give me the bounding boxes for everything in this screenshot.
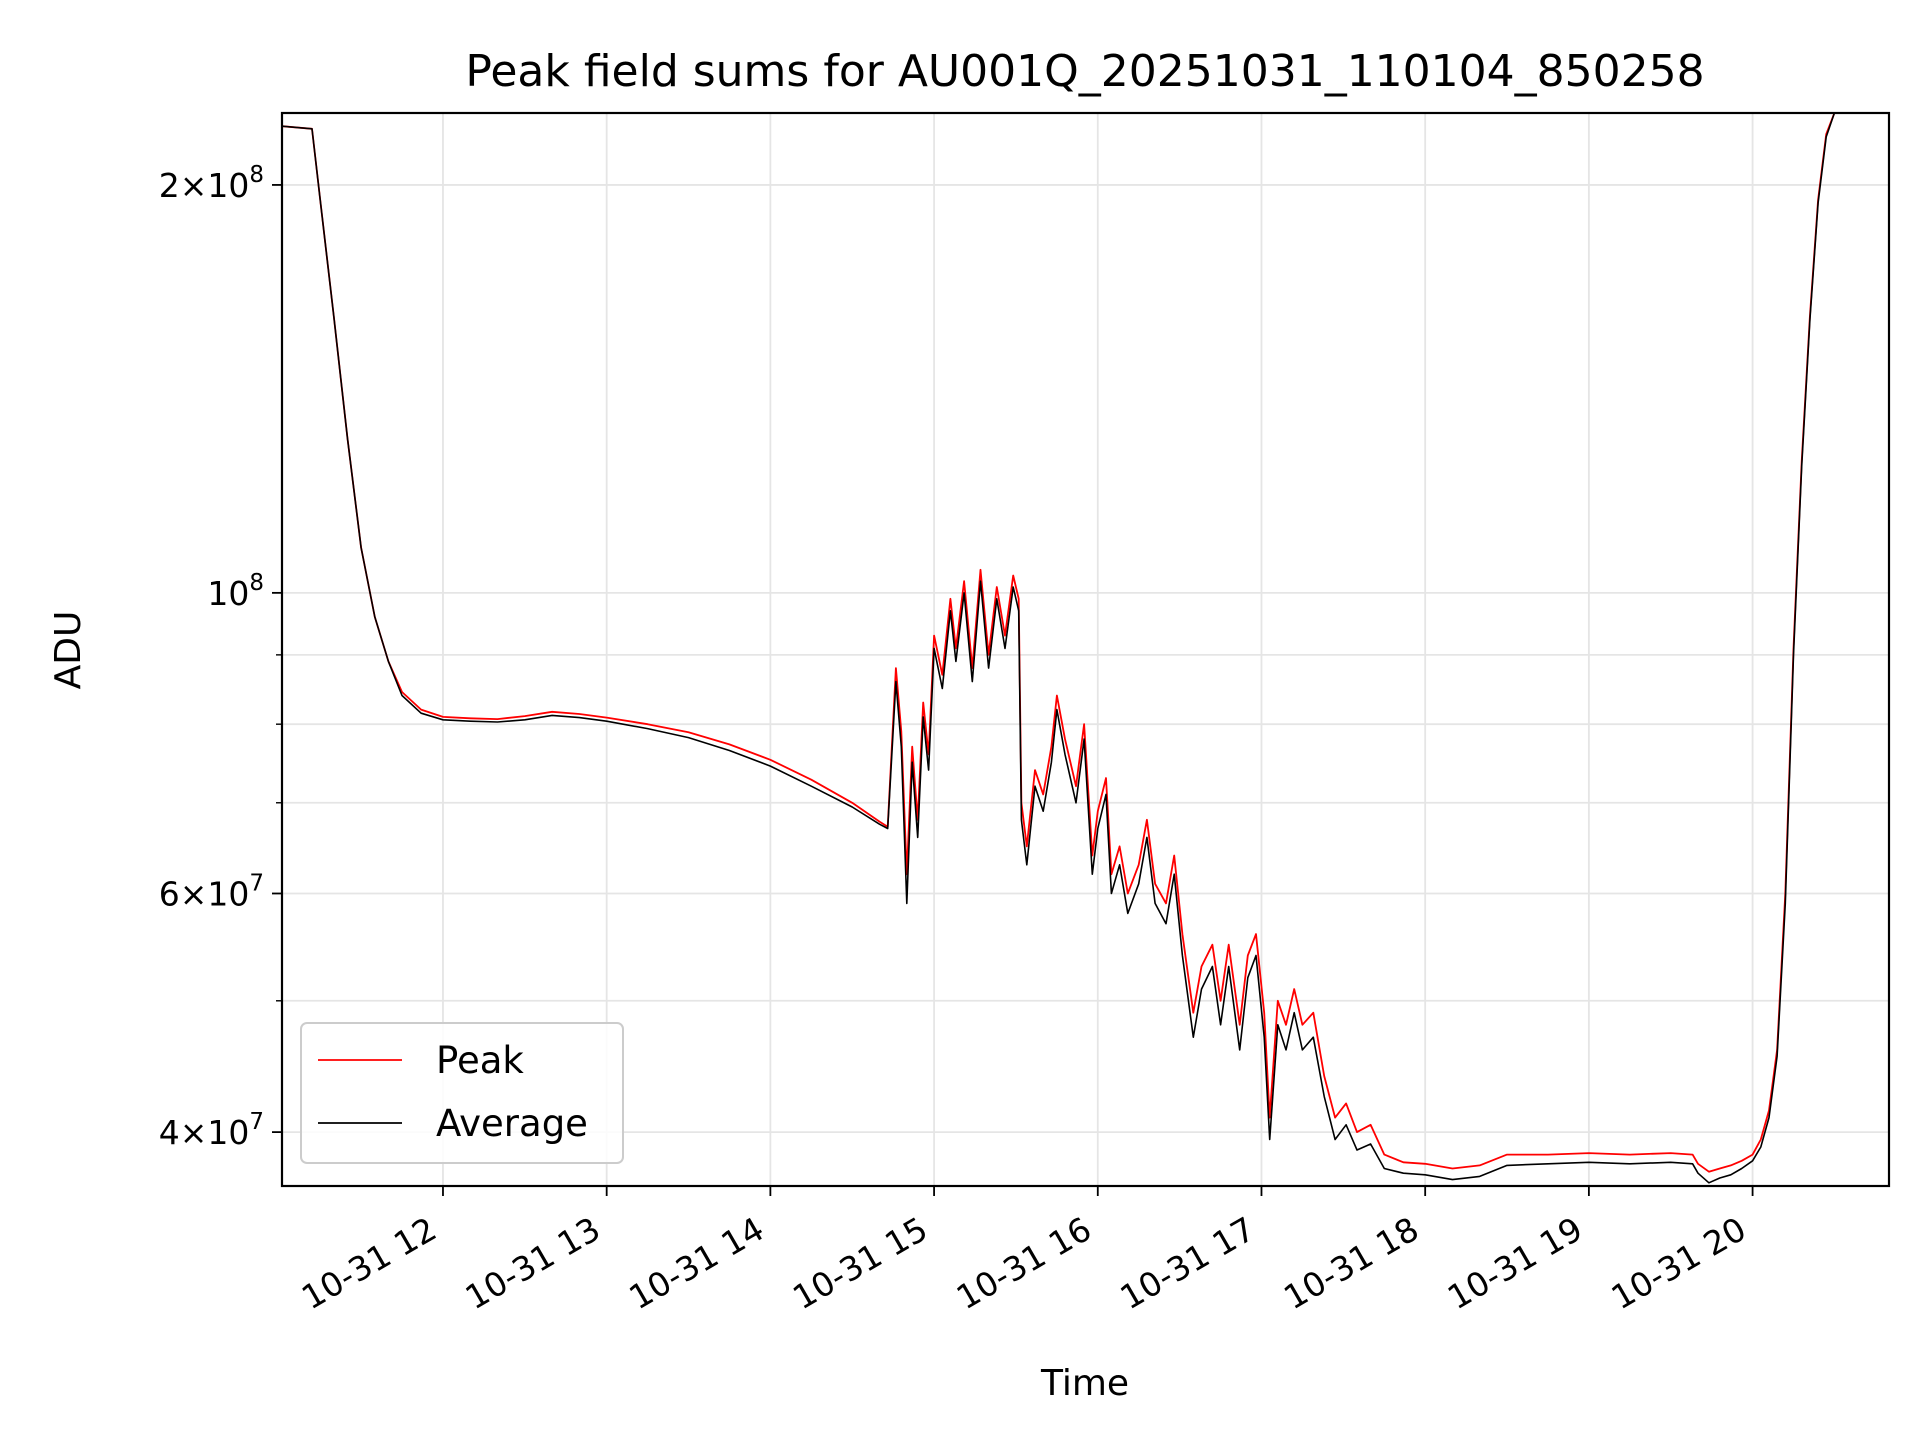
y-tick-label: 108: [207, 570, 264, 613]
x-axis-label: Time: [1040, 1363, 1129, 1404]
legend-label: Peak: [436, 1039, 524, 1082]
y-tick-label: 4×107: [159, 1109, 264, 1152]
y-axis: 4×107 6×107 108 2×108: [159, 162, 282, 1152]
series-layer: [282, 113, 1836, 1184]
y-axis-label: ADU: [48, 611, 89, 690]
legend: Peak Average: [300, 1022, 624, 1164]
legend-label: Average: [436, 1102, 588, 1145]
series-line-average: [282, 113, 1836, 1184]
chart-title: Peak field sums for AU001Q_20251031_1101…: [465, 46, 1704, 97]
y-tick-label: 6×107: [159, 870, 264, 913]
plot-frame: [280, 111, 1891, 1188]
legend-box: [300, 1022, 624, 1164]
y-tick-label: 2×108: [159, 162, 264, 205]
series-line-peak: [282, 113, 1836, 1173]
grid: [282, 113, 1889, 1186]
